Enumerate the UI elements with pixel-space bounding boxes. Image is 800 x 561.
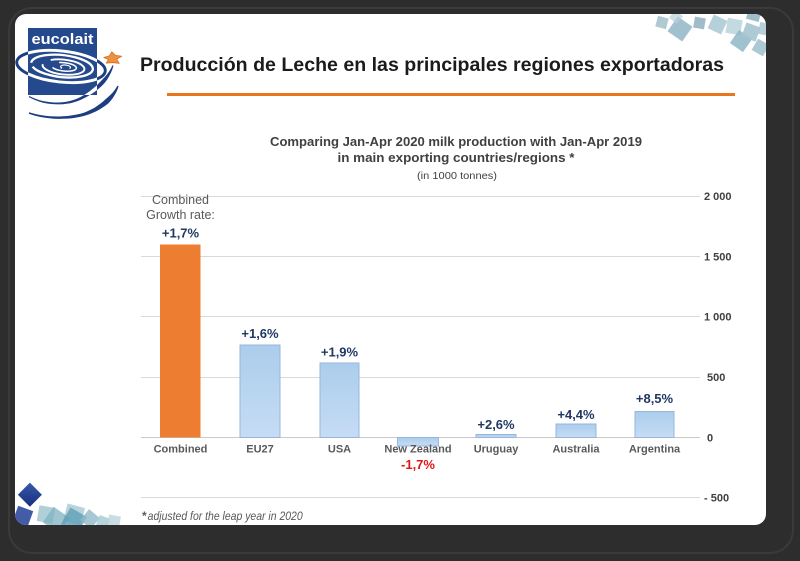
svg-text:+1,9%: +1,9%: [321, 345, 359, 360]
svg-text:Producción de Leche en las pri: Producción de Leche en las principales r…: [140, 55, 724, 76]
svg-text:*adjusted for the leap year in: *adjusted for the leap year in 2020: [142, 509, 303, 523]
svg-text:0: 0: [707, 433, 713, 445]
svg-text:- 500: - 500: [704, 493, 729, 505]
svg-text:Australia: Australia: [552, 444, 600, 456]
svg-text:+4,4%: +4,4%: [557, 407, 595, 422]
svg-text:Comparing Jan-Apr 2020 milk pr: Comparing Jan-Apr 2020 milk production w…: [270, 134, 642, 149]
svg-text:Growth rate:: Growth rate:: [146, 208, 215, 222]
svg-text:(in 1000 tonnes): (in 1000 tonnes): [417, 170, 497, 182]
svg-text:-1,7%: -1,7%: [401, 457, 435, 472]
svg-text:in main exporting countries/re: in main exporting countries/regions *: [338, 150, 576, 165]
svg-text:eucolait: eucolait: [32, 31, 94, 48]
svg-text:EU27: EU27: [246, 444, 274, 456]
svg-text:2 000: 2 000: [704, 191, 732, 203]
svg-text:500: 500: [707, 372, 725, 384]
svg-text:New Zealand: New Zealand: [384, 444, 451, 456]
svg-text:USA: USA: [328, 444, 351, 456]
svg-text:+2,6%: +2,6%: [477, 417, 515, 432]
svg-text:Combined: Combined: [152, 193, 209, 207]
svg-text:+1,7%: +1,7%: [162, 226, 200, 241]
svg-text:Uruguay: Uruguay: [474, 444, 520, 456]
svg-text:+1,6%: +1,6%: [241, 326, 279, 341]
svg-text:1 000: 1 000: [704, 312, 732, 324]
svg-text:1 500: 1 500: [704, 252, 732, 264]
svg-text:Argentina: Argentina: [629, 444, 681, 456]
svg-text:+8,5%: +8,5%: [636, 391, 674, 406]
svg-text:Combined: Combined: [154, 444, 208, 456]
